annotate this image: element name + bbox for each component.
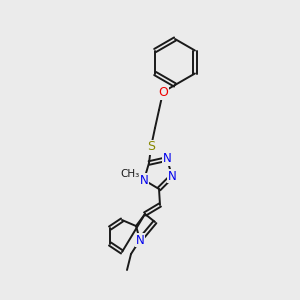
Text: O: O xyxy=(158,85,168,98)
Text: N: N xyxy=(140,173,148,187)
Text: S: S xyxy=(147,140,155,154)
Text: N: N xyxy=(163,152,171,166)
Text: CH₃: CH₃ xyxy=(120,169,140,179)
Text: N: N xyxy=(136,233,144,247)
Text: N: N xyxy=(168,169,176,182)
